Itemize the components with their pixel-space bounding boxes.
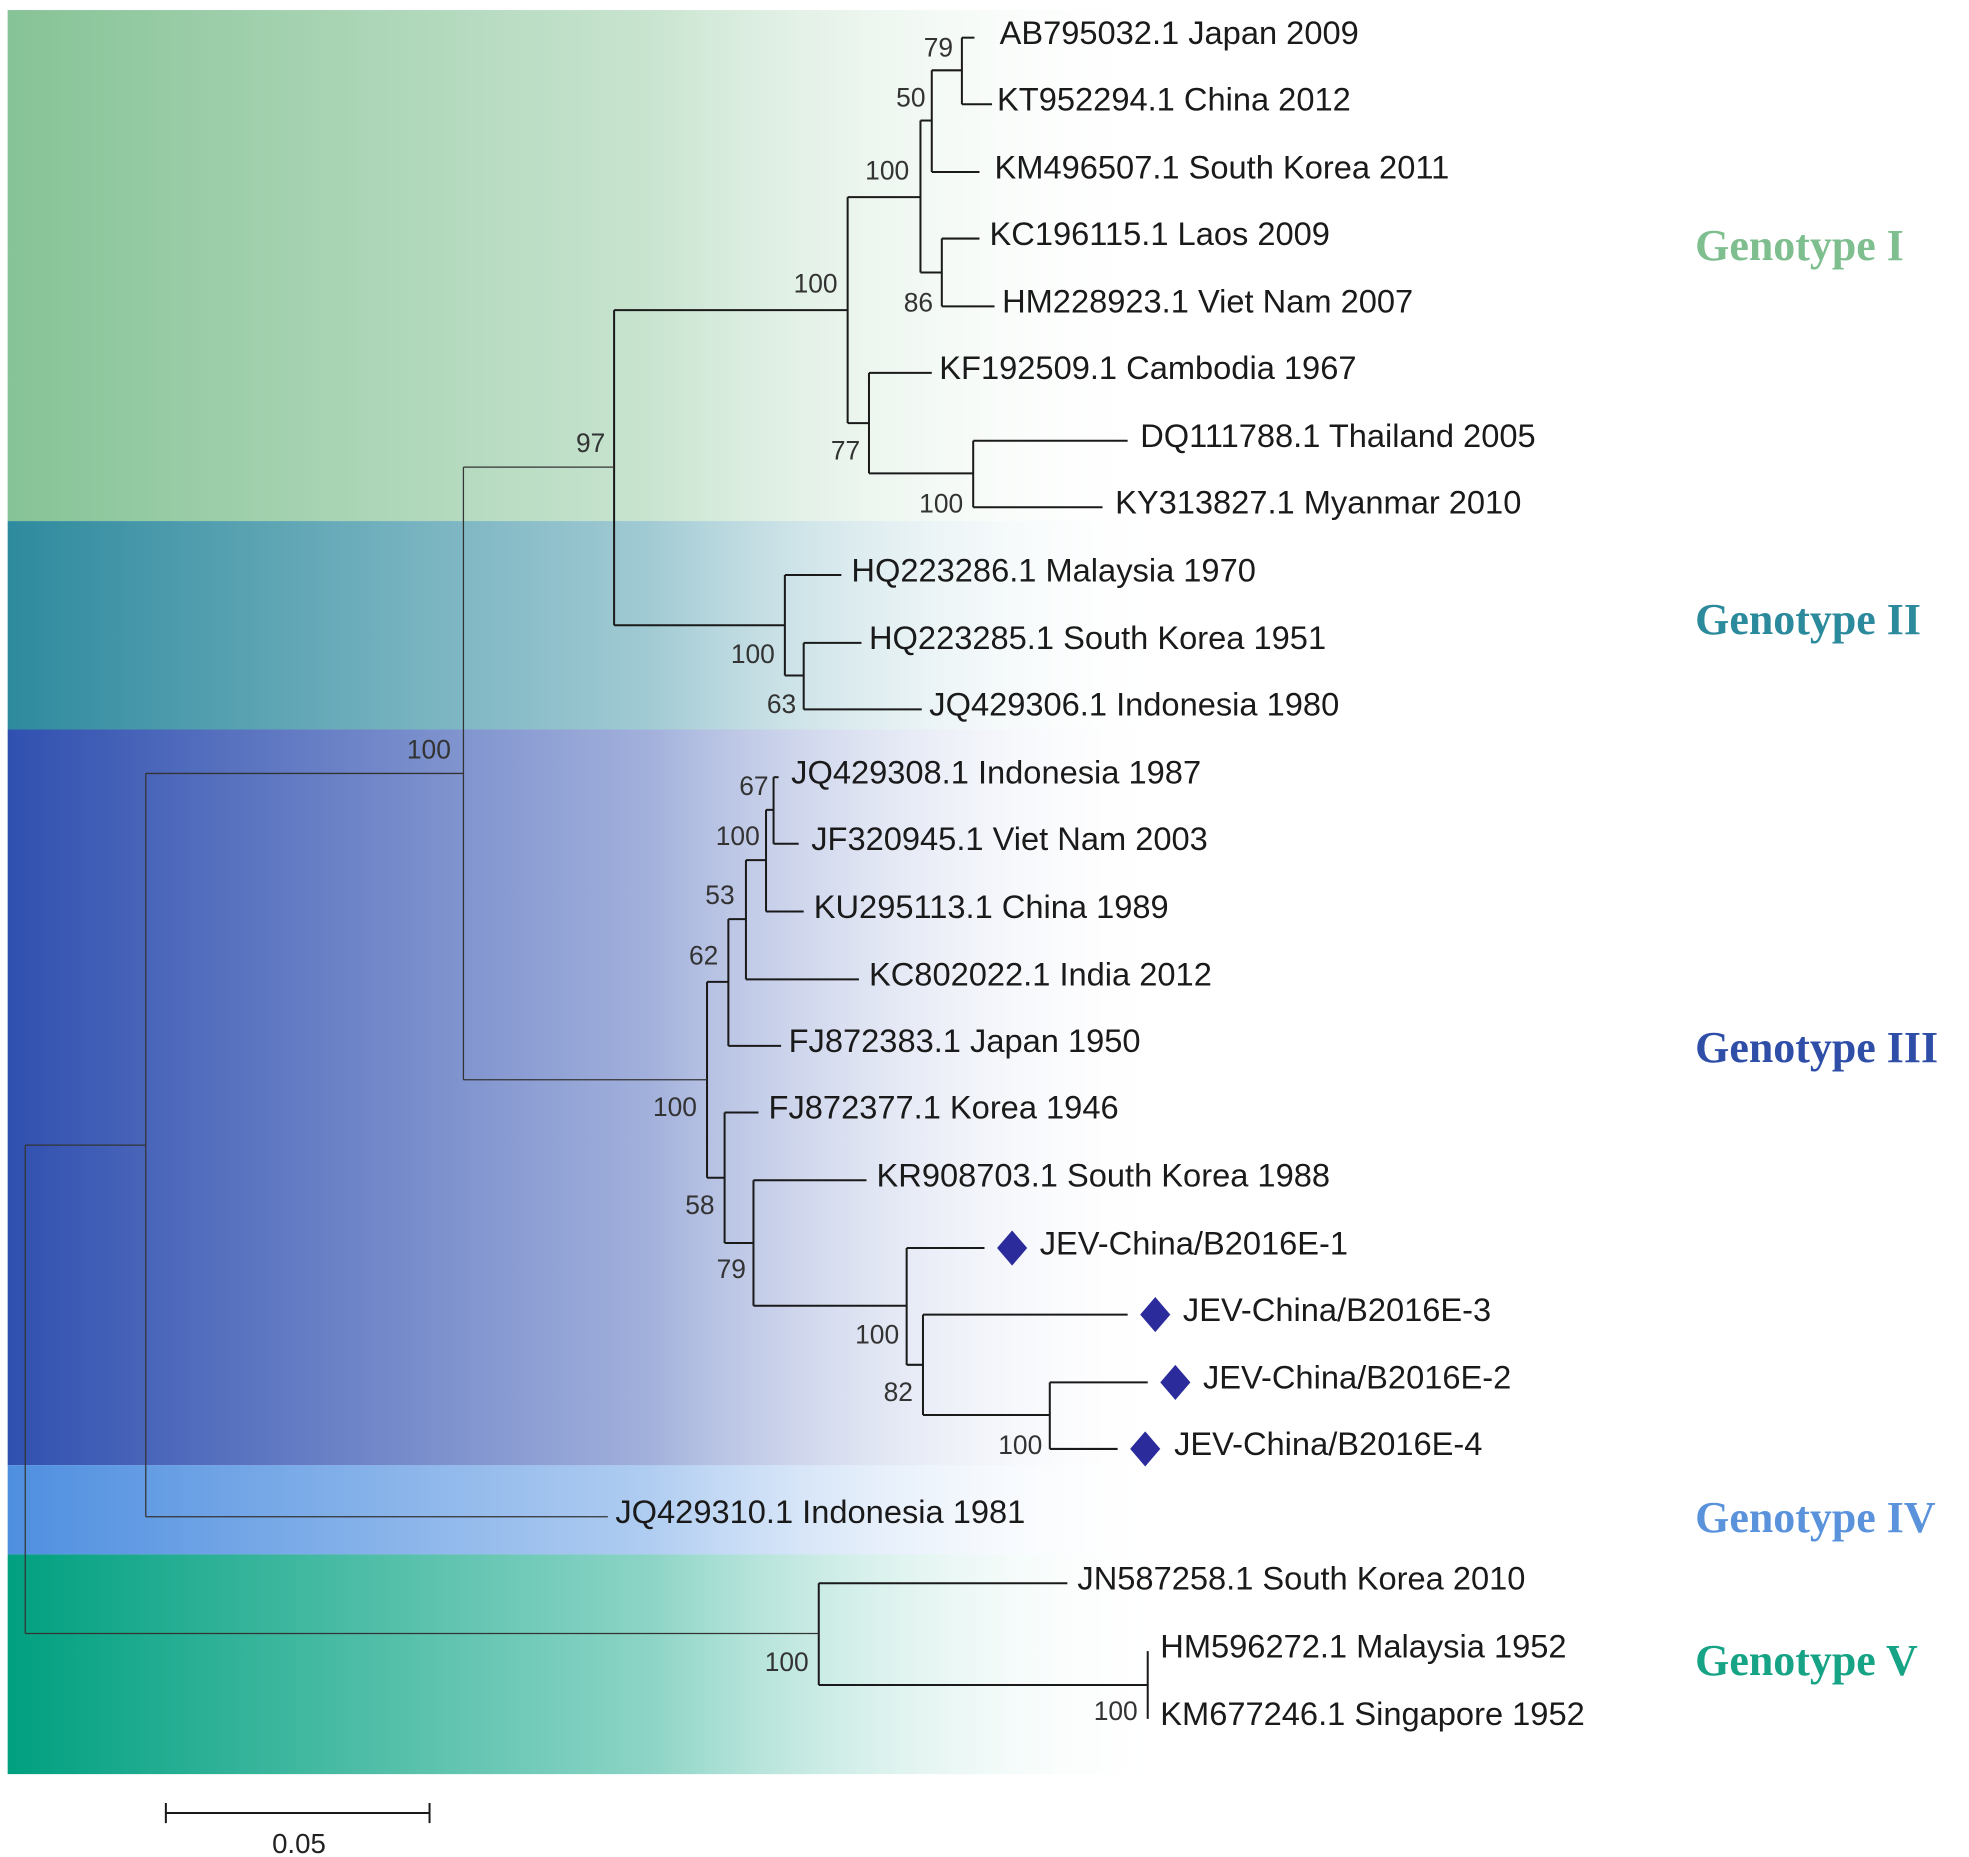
diamond-icon — [1160, 1364, 1191, 1400]
genotype-label: Genotype II — [1695, 595, 1921, 644]
bootstrap-values: 79 50 100 86 100 77 100 97 100 63 100 67 100 53 62 100 5… — [407, 33, 1138, 1727]
genotype-label: Genotype III — [1695, 1023, 1938, 1072]
bootstrap-value: 100 — [794, 269, 838, 299]
bootstrap-value: 53 — [705, 880, 734, 910]
genotype-band — [7, 1465, 1176, 1555]
genotype-labels: Genotype I Genotype II Genotype III Genotyp… — [1695, 221, 1938, 1685]
bootstrap-value: 100 — [919, 488, 963, 518]
taxon-label: JN587258.1 South Korea 2010 — [1077, 1560, 1525, 1597]
taxon-label: KM496507.1 South Korea 2011 — [995, 148, 1450, 185]
taxon-label: JF320945.1 Viet Nam 2003 — [811, 820, 1208, 857]
genotype-band — [7, 1554, 1176, 1775]
taxon-labels: AB795032.1 Japan 2009 KT952294.1 China 20… — [615, 14, 1584, 1732]
taxon-label: JQ429310.1 Indonesia 1981 — [615, 1493, 1025, 1530]
genotype-band — [7, 729, 1176, 1466]
taxon-label: HQ223285.1 South Korea 1951 — [869, 619, 1326, 656]
genotype-label: Genotype I — [1695, 221, 1904, 270]
taxon-label: HM596272.1 Malaysia 1952 — [1160, 1627, 1566, 1664]
bootstrap-value: 100 — [865, 156, 909, 186]
taxon-label: KC196115.1 Laos 2009 — [990, 215, 1330, 252]
taxon-label: JEV-China/B2016E-4 — [1174, 1425, 1482, 1462]
taxon-label: HM228923.1 Viet Nam 2007 — [1002, 283, 1413, 320]
genotype-band — [7, 10, 1176, 522]
bootstrap-value: 86 — [904, 287, 933, 317]
taxon-label: JQ429308.1 Indonesia 1987 — [791, 753, 1201, 790]
taxon-label: FJ872377.1 Korea 1946 — [769, 1089, 1119, 1126]
taxon-label: JEV-China/B2016E-2 — [1203, 1359, 1511, 1396]
bootstrap-value: 58 — [685, 1190, 714, 1220]
bootstrap-value: 100 — [731, 639, 775, 669]
taxon-label: FJ872383.1 Japan 1950 — [789, 1022, 1141, 1059]
taxon-label: KM677246.1 Singapore 1952 — [1160, 1695, 1584, 1732]
taxon-label: KR908703.1 South Korea 1988 — [877, 1157, 1330, 1194]
taxon-label: AB795032.1 Japan 2009 — [1000, 14, 1359, 51]
taxon-label: JEV-China/B2016E-1 — [1040, 1224, 1348, 1261]
taxon-label: KY313827.1 Myanmar 2010 — [1115, 484, 1521, 521]
bootstrap-value: 100 — [407, 734, 451, 764]
scale-bar-label: 0.05 — [272, 1828, 326, 1857]
bootstrap-value: 79 — [924, 33, 953, 63]
diamond-icon — [1130, 1431, 1161, 1467]
bootstrap-value: 97 — [576, 428, 605, 458]
bootstrap-value: 100 — [998, 1430, 1042, 1460]
taxon-label: DQ111788.1 Thailand 2005 — [1140, 417, 1535, 454]
bootstrap-value: 100 — [716, 821, 760, 851]
genotype-label: Genotype IV — [1695, 1493, 1936, 1542]
tree-branches — [24, 36, 1149, 1719]
taxon-label: KF192509.1 Cambodia 1967 — [939, 349, 1356, 386]
bootstrap-value: 79 — [717, 1254, 746, 1284]
genotype-label: Genotype V — [1695, 1636, 1918, 1685]
bootstrap-value: 63 — [767, 689, 796, 719]
taxon-label: JQ429306.1 Indonesia 1980 — [929, 686, 1339, 723]
bootstrap-value: 77 — [831, 436, 860, 466]
bootstrap-value: 82 — [884, 1377, 913, 1407]
bootstrap-value: 100 — [1094, 1696, 1138, 1726]
scale-bar: 0.05 — [164, 1803, 431, 1857]
bootstrap-value: 100 — [855, 1319, 899, 1349]
genotype-band — [7, 521, 1176, 730]
bootstrap-value: 50 — [896, 83, 925, 113]
taxon-label: JEV-China/B2016E-3 — [1183, 1291, 1491, 1328]
bootstrap-value: 100 — [765, 1647, 809, 1677]
taxon-label: KU295113.1 China 1989 — [814, 888, 1169, 925]
bootstrap-value: 100 — [653, 1092, 697, 1122]
bootstrap-value: 67 — [739, 771, 768, 801]
taxon-label: KT952294.1 China 2012 — [997, 80, 1351, 117]
bootstrap-value: 62 — [689, 940, 718, 970]
genotype-bands — [7, 10, 1176, 1775]
taxon-label: HQ223286.1 Malaysia 1970 — [851, 551, 1255, 588]
taxon-label: KC802022.1 India 2012 — [869, 956, 1212, 993]
